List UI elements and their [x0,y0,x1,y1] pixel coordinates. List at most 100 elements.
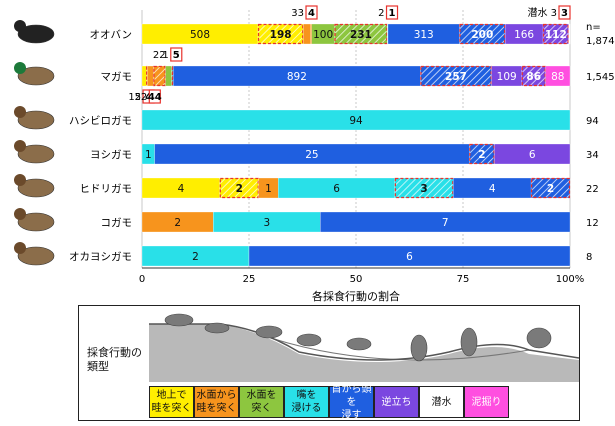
bar-value-label: 892 [287,71,307,83]
bird-icon [14,140,55,164]
callout-boxed-value: 4 [145,92,152,103]
species-name: オカヨシガモ [69,251,132,263]
bird-illustrations [14,20,55,266]
x-tick-label: 100% [556,274,585,285]
x-tick-label: 50 [350,274,363,285]
bar-value-label: 109 [497,71,517,83]
x-tick-label: 75 [457,274,470,285]
bar-value-label: 166 [514,29,534,41]
x-axis: 0 25 50 75 100% 各採食行動の割合 [139,267,585,303]
bird-icon [14,20,55,44]
bird-icon [14,242,55,266]
species-n: 22 [586,184,599,195]
callout-boxed-value: 1 [389,8,396,19]
legend-item: 嘴を 浸ける [284,386,329,418]
legend-item: 水面を 突く [239,386,284,418]
bar-value-label: 94 [349,115,363,127]
callout-boxed-value: 5 [173,50,180,61]
bar-value-label: 3 [263,217,270,229]
callout-value: 33 [291,8,304,19]
bar-value-label: 3 [420,183,427,195]
legend-item: 水面から 畦を突く [194,386,239,418]
bar-value-label: 6 [529,149,536,161]
species-name: コガモ [101,217,133,229]
bar-segment [303,23,311,45]
bar-value-label: 231 [350,29,372,41]
bar-value-label: 508 [190,29,210,41]
bar-segment [165,65,172,87]
bar-value-label: 2 [192,251,199,263]
bar-value-label: 1 [265,183,272,195]
bar-value-label: 7 [442,217,449,229]
species-n: 94 [586,116,599,127]
bird-icon [14,106,55,130]
bar-segment [569,23,571,45]
legend-item: 逆立ち [374,386,419,418]
bird-icon [14,208,55,232]
bar-value-label: 2 [478,149,485,161]
bar-segment-hatched [257,23,304,45]
bar-segment-hatched [219,177,259,199]
x-tick-label: 0 [139,274,145,285]
species-name: オオバン [89,29,132,41]
feeding-scene-illustration [149,313,579,382]
bar-segment-hatched [530,177,571,199]
bar-segment [320,211,571,233]
bird-icon [14,174,55,198]
callout-box [385,5,399,20]
callout-box [148,89,161,104]
x-axis-title: 各採食行動の割合 [312,289,400,303]
legend-item: 泥掘り [464,386,509,418]
bar-segment [545,65,571,87]
bar-value-label: 6 [406,251,413,263]
callout-value: 潜水 3 [527,6,557,19]
bar-value-label: 100 [313,29,333,41]
legend-item: 潜水 [419,386,464,418]
bar-value-label: 313 [414,29,434,41]
bar-segment-hatched [521,65,546,87]
legend-item: 首から頭を 浸す [329,384,374,421]
bar-value-label: 1 [145,149,152,161]
legend-panel: 採食行動の 類型 地上で 畦を突く 水面から 畦を突く 水面を 突く 嘴を 浸ける 首か… [78,305,580,421]
callout-value: 2 [378,8,384,19]
bar-value-label: 25 [305,149,318,161]
legend-items: 地上で 畦を突く 水面から 畦を突く 水面を 突く 嘴を 浸ける 首から頭を 浸す 逆立ち… [149,384,509,421]
callout-value: 22 [153,50,166,61]
bar-value-label: 200 [471,29,493,41]
bar-segment-hatched [459,23,506,45]
bar-segment-hatched [153,65,166,87]
x-tick-label: 25 [243,274,256,285]
bird-icon [14,62,55,86]
species-name: ヨシガモ [90,149,132,161]
bar-segment-hatched [469,143,495,165]
callout-boxed-value: 4 [308,8,315,19]
species-n: 8 [586,252,592,263]
bar-value-label: 4 [489,183,496,195]
callout-value: 15 [128,92,141,103]
callout-value: 22 [135,92,148,103]
legend-item: 地上で 畦を突く [149,386,194,418]
callout-boxed-value: 44 [148,92,162,103]
bar-segment [494,143,571,165]
bar-value-label: 257 [445,71,467,83]
species-n: 1,874 [586,36,615,47]
bar-segment-hatched [334,23,388,45]
callout-boxed-value: 3 [561,8,568,19]
bar-segment [147,65,154,87]
species-n: 1,545 [586,72,615,83]
species-n: 12 [586,218,599,229]
bar-value-label: 2 [547,183,554,195]
species-n: 34 [586,150,599,161]
bar-segment-hatched [542,23,569,45]
callout-box [170,47,183,62]
bar-segment [141,65,147,87]
bar-value-label: 2 [174,217,181,229]
bar-value-label: 86 [526,71,541,83]
bar-value-label: 6 [333,183,340,195]
bar-segment [141,109,571,131]
callout-value: 1 [162,50,168,61]
bar-value-label: 112 [545,29,567,41]
